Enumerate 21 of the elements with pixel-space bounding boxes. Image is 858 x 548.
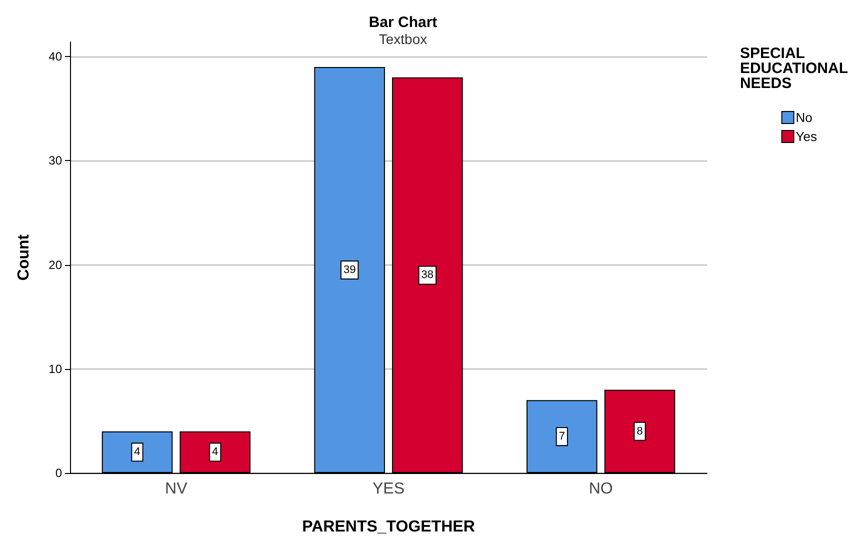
y-tick-label: 40	[48, 50, 62, 64]
data-label: 4	[212, 446, 218, 458]
y-tick-label: 30	[48, 154, 62, 168]
data-label: 39	[343, 264, 356, 276]
y-tick-label: 10	[48, 362, 62, 376]
x-tick-label: NO	[588, 480, 613, 498]
data-label: 7	[558, 430, 565, 443]
chart-title: Bar Chart	[368, 14, 438, 31]
y-tick-label: 20	[48, 258, 62, 272]
y-tick-label: 0	[55, 466, 62, 480]
x-tick-label: NV	[165, 480, 188, 498]
chart-subtitle: Textbox	[378, 31, 428, 47]
x-axis-title: PARENTS_TOGETHER	[302, 518, 476, 536]
data-label: 8	[636, 425, 643, 438]
legend-title: SPECIAL EDUCATIONAL NEEDS	[740, 45, 848, 92]
y-axis-title: Count	[16, 234, 32, 281]
data-label: 38	[421, 269, 434, 282]
legend-label: No	[796, 110, 812, 125]
data-label: 4	[134, 446, 140, 458]
x-tick-label: YES	[372, 480, 405, 498]
legend-label: Yes	[796, 129, 818, 144]
